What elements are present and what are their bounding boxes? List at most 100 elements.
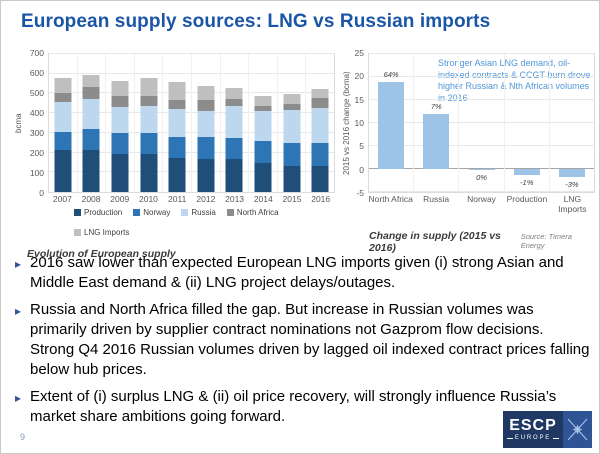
y-tick-label: 400: [29, 108, 44, 118]
bar-segment-lng-imports: [54, 78, 72, 93]
bar-cell: [276, 54, 306, 192]
bar-cell: [76, 54, 106, 192]
bar-segment-norway: [225, 138, 243, 160]
stacked-bar: [168, 82, 186, 192]
legend-swatch: [226, 208, 234, 216]
bar-cells: 64% 7% 0% -1% -3%: [369, 54, 594, 192]
bar-segment-production: [254, 162, 272, 192]
x-tick-label: 2008: [81, 194, 101, 204]
y-tick-label: 20: [354, 71, 364, 82]
legend-label: Norway: [143, 207, 171, 217]
bar-segment-norway: [311, 143, 329, 167]
change-bar: [558, 169, 585, 178]
bullet-text: Russia and North Africa filled the gap. …: [30, 301, 590, 378]
bar-segment-russia: [140, 106, 158, 134]
bar-cell: [305, 54, 334, 192]
bar-cell: [248, 54, 277, 192]
bar-percent-label: 7%: [430, 101, 442, 111]
y-tick-label: 700: [29, 48, 44, 58]
bullet-triangle-icon: ▸: [15, 257, 22, 271]
x-tick-label: Norway: [467, 194, 496, 204]
bar-cell: 64%: [369, 54, 413, 192]
right-y-axis-ticks: -5 0 5 10 15 20 25: [352, 48, 368, 198]
bar-segment-lng-imports: [111, 81, 129, 97]
legend-label: Russia: [191, 207, 216, 217]
escp-europe-logo: ESCP EUROPE: [503, 411, 592, 448]
bar-segment-russia: [197, 110, 215, 137]
left-chart-caption: Evolution of European supply: [27, 247, 176, 260]
left-chart-plot: [48, 53, 335, 193]
x-tick-label: 2013: [225, 194, 245, 204]
bar-segment-norway: [111, 133, 129, 154]
gridline: [369, 99, 594, 100]
bar-segment-north-africa: [311, 98, 329, 109]
bar-segment-lng-imports: [140, 78, 158, 97]
change-bar: [468, 169, 495, 171]
logo-escp-text: ESCP: [509, 417, 557, 434]
stacked-bar: [111, 81, 129, 192]
legend-item: Production: [74, 208, 122, 217]
bar-cell: -3%: [548, 54, 594, 192]
bar-segment-production: [82, 149, 100, 192]
bar-segment-production: [197, 159, 215, 192]
bar-percent-label: 64%: [383, 69, 399, 79]
bar-segment-north-africa: [168, 100, 186, 110]
bar-segment-russia: [225, 105, 243, 139]
legend-swatch: [74, 208, 81, 216]
y-tick-label: 500: [29, 88, 44, 98]
legend-swatch: [181, 208, 189, 216]
bar-cell: 0%: [458, 54, 503, 192]
bar-segment-lng-imports: [283, 94, 301, 104]
zero-line: [369, 168, 594, 169]
x-tick-label: 2014: [253, 194, 273, 204]
stacked-bar: [197, 86, 215, 192]
bullet-triangle-icon: ▸: [15, 304, 22, 318]
bar-segment-north-africa: [82, 87, 100, 100]
x-tick-label: 2011: [168, 194, 187, 204]
bar-segment-production: [283, 166, 301, 192]
bar-segment-russia: [54, 102, 72, 132]
bar-segment-russia: [168, 109, 186, 138]
y-tick-label: 5: [359, 141, 364, 152]
y-tick-label: 15: [354, 94, 364, 105]
right-x-axis-labels: North Africa Russia Norway Production LNG Im…: [368, 194, 595, 215]
y-tick-label: 300: [29, 128, 44, 138]
bar-segment-russia: [311, 108, 329, 144]
x-tick-label: 2015: [282, 194, 302, 204]
x-tick-label: 2007: [52, 194, 72, 204]
bar-segment-russia: [111, 107, 129, 134]
x-tick-label: 2009: [110, 194, 130, 204]
gridline: [369, 191, 594, 192]
bar-segment-norway: [254, 141, 272, 163]
bar-segment-russia: [283, 110, 301, 143]
gridline: [369, 76, 594, 77]
x-tick-label: Russia: [423, 194, 450, 204]
bar-segment-lng-imports: [82, 75, 100, 88]
bar-segment-russia: [254, 111, 272, 142]
y-tick-label: 100: [29, 168, 44, 178]
bar-percent-label: 0%: [476, 173, 487, 183]
right-chart-caption: Change in supply (2015 vs 2016): [369, 229, 501, 254]
y-tick-label: 10: [354, 118, 364, 128]
right-chart-plot: Stronger Asian LNG demand, oil-indexed c…: [368, 53, 595, 193]
change-chart: 2015 vs 2016 change (bcma) -5 0 5 10 15 20 25 …: [341, 48, 595, 254]
compass-star-icon: [567, 418, 588, 441]
stacked-bar: [54, 78, 72, 192]
bar-cell: -1%: [503, 54, 549, 192]
bar-cell: 7%: [413, 54, 458, 192]
bar-segment-production: [168, 157, 186, 192]
bar-segment-production: [54, 150, 72, 192]
page-number: 9: [20, 432, 26, 442]
bar-cells: [49, 54, 334, 192]
logo-wordmark: ESCP EUROPE: [503, 411, 563, 448]
legend-label: Production: [84, 207, 123, 217]
bar-segment-north-africa: [254, 105, 272, 112]
bar-cell: [162, 54, 191, 192]
evolution-chart: bcma 0 100 200 300 400 500 600 700 2007 2008 2009…: [13, 48, 335, 260]
bar-segment-north-africa: [283, 104, 301, 110]
bar-segment-norway: [197, 137, 215, 159]
legend-item: North Africa: [226, 208, 279, 217]
bar-segment-lng-imports: [197, 86, 215, 100]
x-tick-label: Production: [506, 194, 548, 204]
